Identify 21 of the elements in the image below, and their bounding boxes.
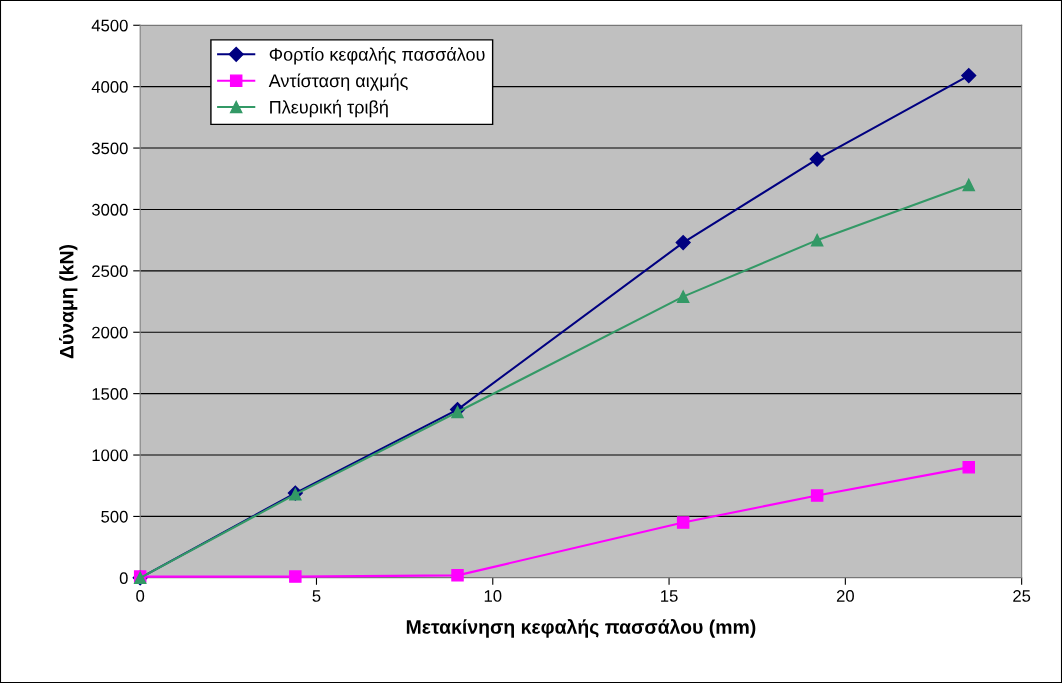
y-tick-label: 1000 xyxy=(92,449,128,462)
y-tick-label: 2500 xyxy=(92,265,128,278)
y-tick-label: 3500 xyxy=(91,142,128,155)
y-tick-label: 1500 xyxy=(92,388,128,400)
y-tick-label: 3000 xyxy=(91,203,128,216)
y-tick-label: 500 xyxy=(101,510,128,523)
legend-label: Αντίσταση αιχμής xyxy=(268,73,408,91)
legend-label: Πλευρική τριβή xyxy=(270,99,388,118)
x-tick-label: 5 xyxy=(312,590,321,602)
y-tick-label: 0 xyxy=(119,572,128,585)
y-tick-label: 2000 xyxy=(92,326,128,339)
x-tick-label: 20 xyxy=(836,590,854,602)
y-axis-title: Δύναμη (kN) xyxy=(59,244,78,359)
y-tick-label: 4000 xyxy=(91,81,128,93)
y-tick-label: 4500 xyxy=(91,19,128,32)
legend-label: Φορτίο κεφαλής πασσάλου xyxy=(269,47,485,65)
x-tick-label: 0 xyxy=(136,590,145,602)
x-tick-label: 25 xyxy=(1013,590,1031,602)
x-tick-label: 15 xyxy=(661,590,678,602)
x-tick-label: 10 xyxy=(484,590,502,602)
x-axis-title: Μετακίνηση κεφαλής πασσάλου (mm) xyxy=(406,619,756,638)
